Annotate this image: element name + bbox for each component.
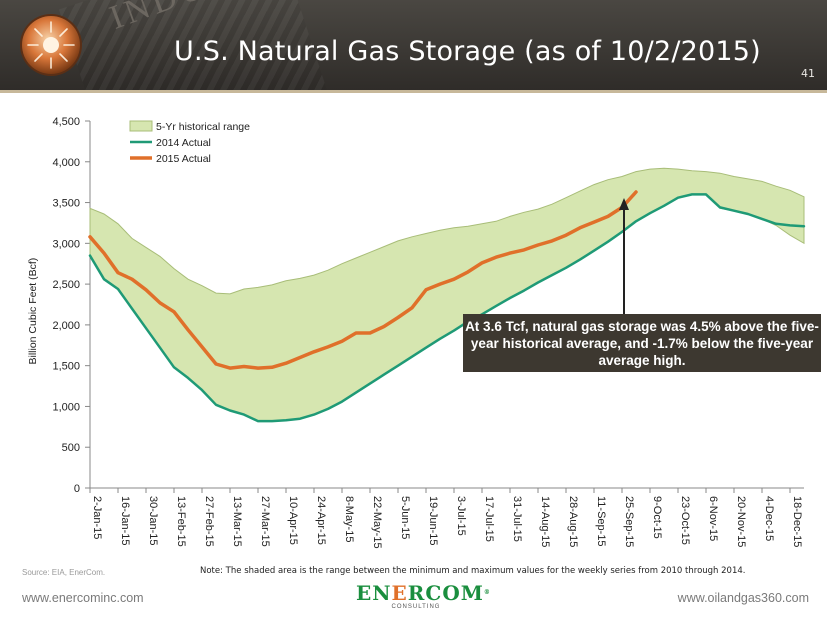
x-tick-label: 24-Apr-15 <box>315 496 327 545</box>
annotation-callout: At 3.6 Tcf, natural gas storage was 4.5%… <box>463 314 821 372</box>
y-tick-label: 1,500 <box>52 361 80 373</box>
y-tick-label: 4,500 <box>52 116 80 128</box>
x-axis: 2-Jan-15 16-Jan-15 30-Jan-15 13-Feb-15 27-Fe… <box>89 487 804 549</box>
x-tick-label: 11-Sep-15 <box>595 496 607 547</box>
logo-brand-part-3: RCOM <box>407 581 484 605</box>
x-tick-label: 5-Jun-15 <box>399 496 411 539</box>
x-tick-label: 2-Jan-15 <box>91 496 103 539</box>
series-line-2015-actual <box>88 190 638 370</box>
x-tick-label: 19-Jun-15 <box>427 496 439 546</box>
storage-chart: 0 500 1,000 1,500 2,000 2,500 3,000 3,500 4,000 4… <box>27 116 806 549</box>
legend-label: 5-Yr historical range <box>156 121 250 133</box>
y-tick-label: 0 <box>74 483 80 495</box>
annotation-arrowhead <box>619 197 629 210</box>
x-tick-label: 28-Aug-15 <box>567 496 579 547</box>
y-axis-label: Billion Cubic Feet (Bcf) <box>27 258 39 365</box>
footer-website-link[interactable]: www.enercominc.com <box>22 591 144 605</box>
x-tick-label: 25-Sep-15 <box>623 496 635 547</box>
x-tick-label: 27-Mar-15 <box>259 496 271 547</box>
series-line-2014-actual <box>88 193 806 423</box>
sunburst-logo-icon <box>20 14 82 76</box>
x-tick-label: 20-Nov-15 <box>735 496 747 547</box>
plot-area <box>88 167 806 423</box>
x-tick-label: 3-Jul-15 <box>455 496 467 536</box>
shaded-area-note: Note: The shaded area is the range betwe… <box>200 566 746 576</box>
x-tick-label: 30-Jan-15 <box>147 496 159 546</box>
legend-swatch <box>129 120 153 132</box>
legend: 5-Yr historical range 2014 Actual 2015 Act… <box>129 120 250 165</box>
page-number: 41 <box>801 67 815 80</box>
series-5yr-range-band <box>89 167 805 422</box>
x-tick-label: 6-Nov-15 <box>707 496 719 541</box>
y-tick-label: 2,500 <box>52 279 80 291</box>
legend-label: 2015 Actual <box>156 153 211 165</box>
x-tick-label: 13-Mar-15 <box>231 496 243 547</box>
x-tick-label: 9-Oct-15 <box>651 496 663 539</box>
x-tick-label: 13-Feb-15 <box>175 496 187 547</box>
y-tick-label: 3,500 <box>52 198 80 210</box>
x-tick-label: 23-Oct-15 <box>679 496 691 545</box>
logo-brand-part-2: E <box>391 581 408 605</box>
source-note: Source: EIA, EnerCom. <box>22 568 106 577</box>
y-tick-label: 4,000 <box>52 157 80 169</box>
y-axis: 0 500 1,000 1,500 2,000 2,500 3,000 3,500 4,000 4… <box>52 116 91 495</box>
x-tick-label: 16-Jan-15 <box>119 496 131 546</box>
y-tick-label: 3,000 <box>52 238 80 250</box>
x-tick-label: 10-Apr-15 <box>287 496 299 545</box>
slide-header: INDUSTRY U.S. Natural Gas Storage (as of… <box>0 0 827 90</box>
header-divider <box>0 90 827 93</box>
x-tick-label: 4-Dec-15 <box>763 496 775 541</box>
logo-registered-mark: ® <box>483 589 491 596</box>
page-title: U.S. Natural Gas Storage (as of 10/2/201… <box>174 36 761 67</box>
x-tick-label: 27-Feb-15 <box>203 496 215 547</box>
x-tick-label: 22-May-15 <box>371 496 383 549</box>
y-tick-label: 1,000 <box>52 401 80 413</box>
y-tick-label: 2,000 <box>52 320 80 332</box>
x-tick-label: 18-Dec-15 <box>791 496 803 547</box>
legend-label: 2014 Actual <box>156 137 211 149</box>
x-tick-label: 17-Jul-15 <box>483 496 495 542</box>
x-tick-label: 14-Aug-15 <box>539 496 551 547</box>
enercom-logo: ENERCOM® CONSULTING <box>356 581 490 616</box>
y-tick-label: 500 <box>62 442 80 454</box>
footer-website-link-right[interactable]: www.oilandgas360.com <box>677 591 809 605</box>
x-tick-label: 8-May-15 <box>343 496 355 542</box>
logo-brand-part-1: EN <box>356 581 392 605</box>
logo-subtitle: CONSULTING <box>391 604 441 610</box>
x-tick-label: 31-Jul-15 <box>511 496 523 542</box>
